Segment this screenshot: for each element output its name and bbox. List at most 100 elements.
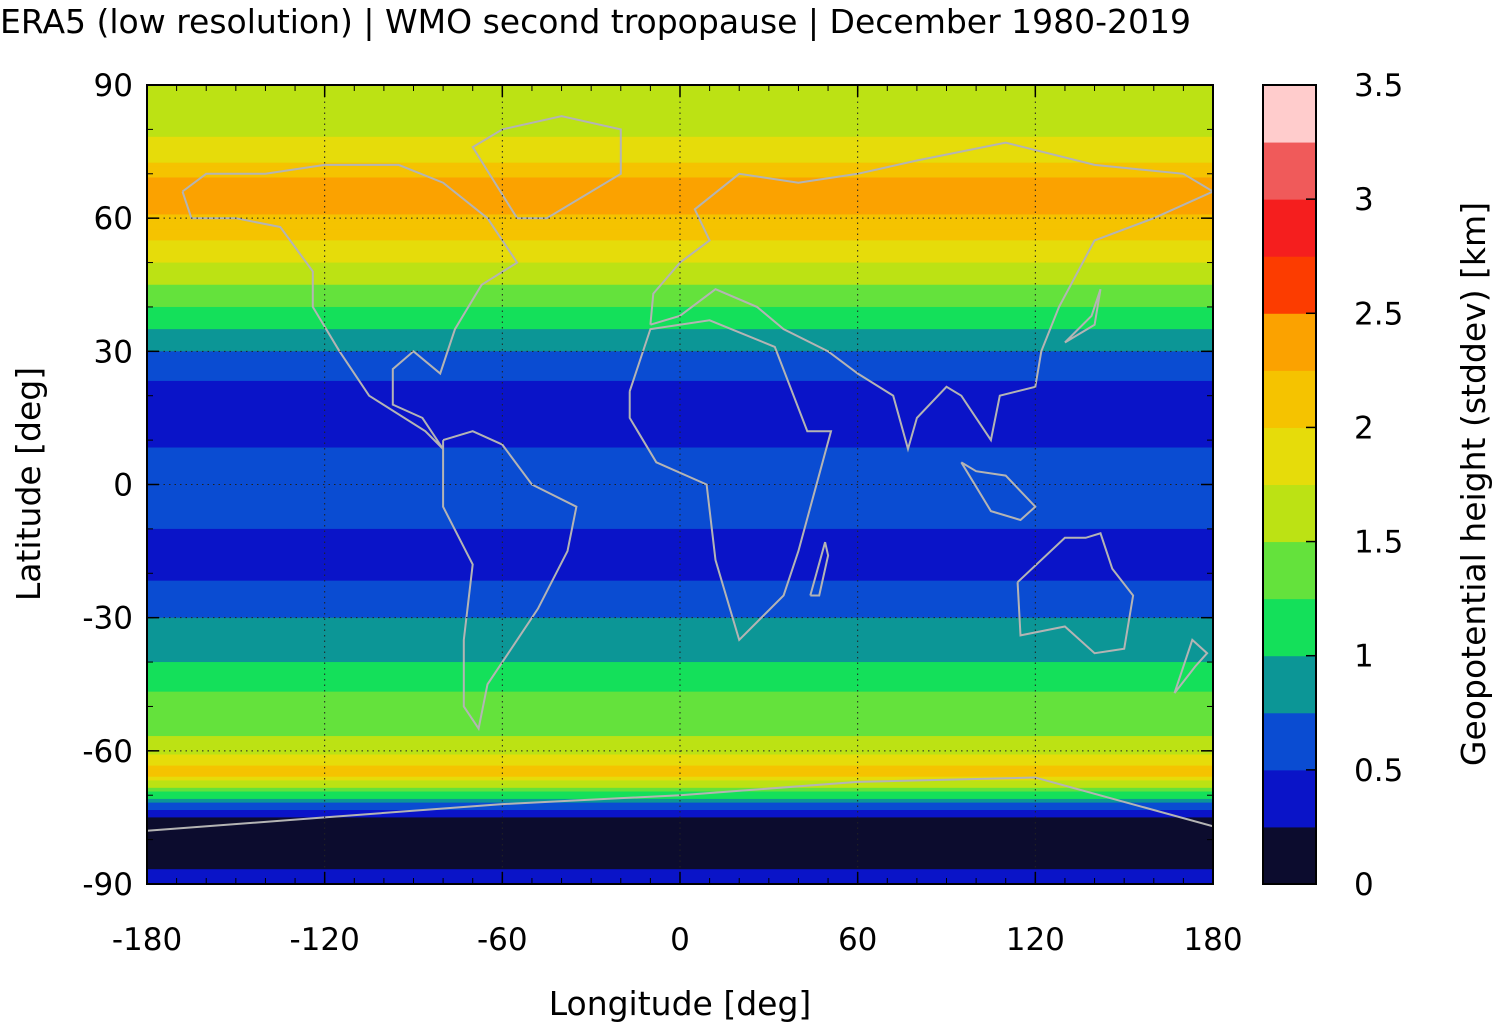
heatmap-band [147, 817, 1213, 822]
heatmap-band [147, 162, 1213, 167]
heatmap-band [147, 373, 1213, 378]
heatmap-band [147, 207, 1213, 212]
colorbar-border [1262, 84, 1317, 885]
heatmap-band [147, 739, 1213, 745]
heatmap-band [147, 625, 1213, 630]
x-tick-label: 60 [838, 922, 877, 958]
heatmap-band [147, 262, 1213, 267]
heatmap-band [147, 869, 1213, 874]
heatmap-band [147, 588, 1213, 593]
heatmap-band [147, 576, 1213, 582]
colorbar-label: Geopotential height (stddev) [km] [1454, 202, 1493, 766]
heatmap-band [147, 658, 1213, 663]
heatmap-band [147, 232, 1213, 238]
heatmap-band [147, 673, 1213, 678]
heatmap-band [147, 181, 1213, 186]
heatmap-band [147, 621, 1213, 626]
y-axis-ticks: 90 60 30 0 -30 -60 -90 [82, 68, 1213, 903]
heatmap-band [147, 632, 1213, 637]
heatmap-band [147, 225, 1213, 230]
heatmap-band [147, 684, 1213, 689]
heatmap-band [147, 780, 1213, 785]
heatmap-band [147, 295, 1213, 301]
heatmap-band [147, 650, 1213, 656]
colorbar-tick-label: 0 [1354, 867, 1374, 903]
heatmap-band [147, 244, 1213, 249]
heatmap-band [147, 599, 1213, 604]
heatmap-band [147, 195, 1213, 201]
colorbar-tick-label: 3 [1354, 182, 1374, 218]
y-tick-label: 90 [94, 68, 133, 104]
heatmap-band [147, 103, 1213, 108]
colorbar-segment [1263, 427, 1316, 485]
heatmap-band [147, 791, 1213, 796]
heatmap-band [147, 747, 1213, 752]
y-tick-label: -30 [82, 601, 133, 637]
heatmap-band [147, 499, 1213, 504]
heatmap-band [147, 170, 1213, 175]
heatmap-band [147, 466, 1213, 471]
heatmap-band [147, 702, 1213, 708]
colorbar-segment [1263, 826, 1316, 885]
heatmap-band [147, 824, 1213, 830]
heatmap-band [147, 107, 1213, 112]
heatmap-band [147, 184, 1213, 190]
heatmap-band [147, 399, 1213, 404]
heatmap-band [147, 443, 1213, 449]
colorbar-tick-label: 3.5 [1354, 68, 1403, 104]
heatmap-band [147, 454, 1213, 460]
colorbar-tick-label: 1.5 [1354, 525, 1403, 561]
heatmap-band [147, 514, 1213, 519]
y-tick-label: -60 [82, 734, 133, 770]
heatmap-band [147, 410, 1213, 415]
coastline [809, 541, 830, 597]
heatmap-band [147, 429, 1213, 434]
heatmap-band [147, 847, 1213, 852]
heatmap-band [147, 802, 1213, 807]
heatmap-band [147, 447, 1213, 452]
heatmap-band [147, 813, 1213, 819]
heatmap-band [147, 835, 1213, 841]
heatmap-band [147, 362, 1213, 367]
heatmap-band [147, 395, 1213, 401]
colorbar-segment [1263, 484, 1316, 543]
y-axis-label: Latitude [deg] [9, 367, 48, 601]
heatmap-band [147, 451, 1213, 456]
heatmap-band [147, 488, 1213, 493]
heatmap-band [147, 521, 1213, 526]
heatmap-band [147, 828, 1213, 833]
heatmap-band [147, 695, 1213, 700]
heatmap-band [147, 750, 1213, 756]
heatmap-band [147, 769, 1213, 774]
coastline [181, 163, 519, 450]
coastline [442, 430, 578, 732]
heatmap-band [147, 477, 1213, 482]
heatmap-band [147, 306, 1213, 312]
heatmap-band [147, 340, 1213, 345]
x-tick-label: -120 [289, 922, 359, 958]
colorbar: 0 0.5 1 1.5 2 2.5 3 3.5 [1262, 68, 1403, 903]
colorbar-segment [1263, 142, 1316, 200]
heatmap-band [147, 532, 1213, 537]
colorbar-tick-label: 0.5 [1354, 753, 1403, 789]
heatmap-band [147, 784, 1213, 789]
x-axis-ticks: -180 -120 -60 0 60 120 180 [112, 85, 1243, 958]
heatmap-band [147, 636, 1213, 641]
heatmap-band [147, 136, 1213, 142]
heatmap-band [147, 96, 1213, 101]
heatmap-band [147, 639, 1213, 645]
heatmap-band [147, 706, 1213, 711]
heatmap-band [147, 384, 1213, 389]
x-tick-label: 120 [1006, 922, 1065, 958]
heatmap-band [147, 377, 1213, 382]
heatmap-band [147, 691, 1213, 696]
heatmap-band [147, 680, 1213, 685]
heatmap-band [147, 662, 1213, 667]
coastline [1064, 288, 1102, 344]
heatmap-band [147, 865, 1213, 870]
x-axis-label: Longitude [deg] [549, 984, 812, 1023]
heatmap-band [147, 440, 1213, 445]
x-tick-label: -60 [477, 922, 528, 958]
heatmap-band [147, 569, 1213, 574]
